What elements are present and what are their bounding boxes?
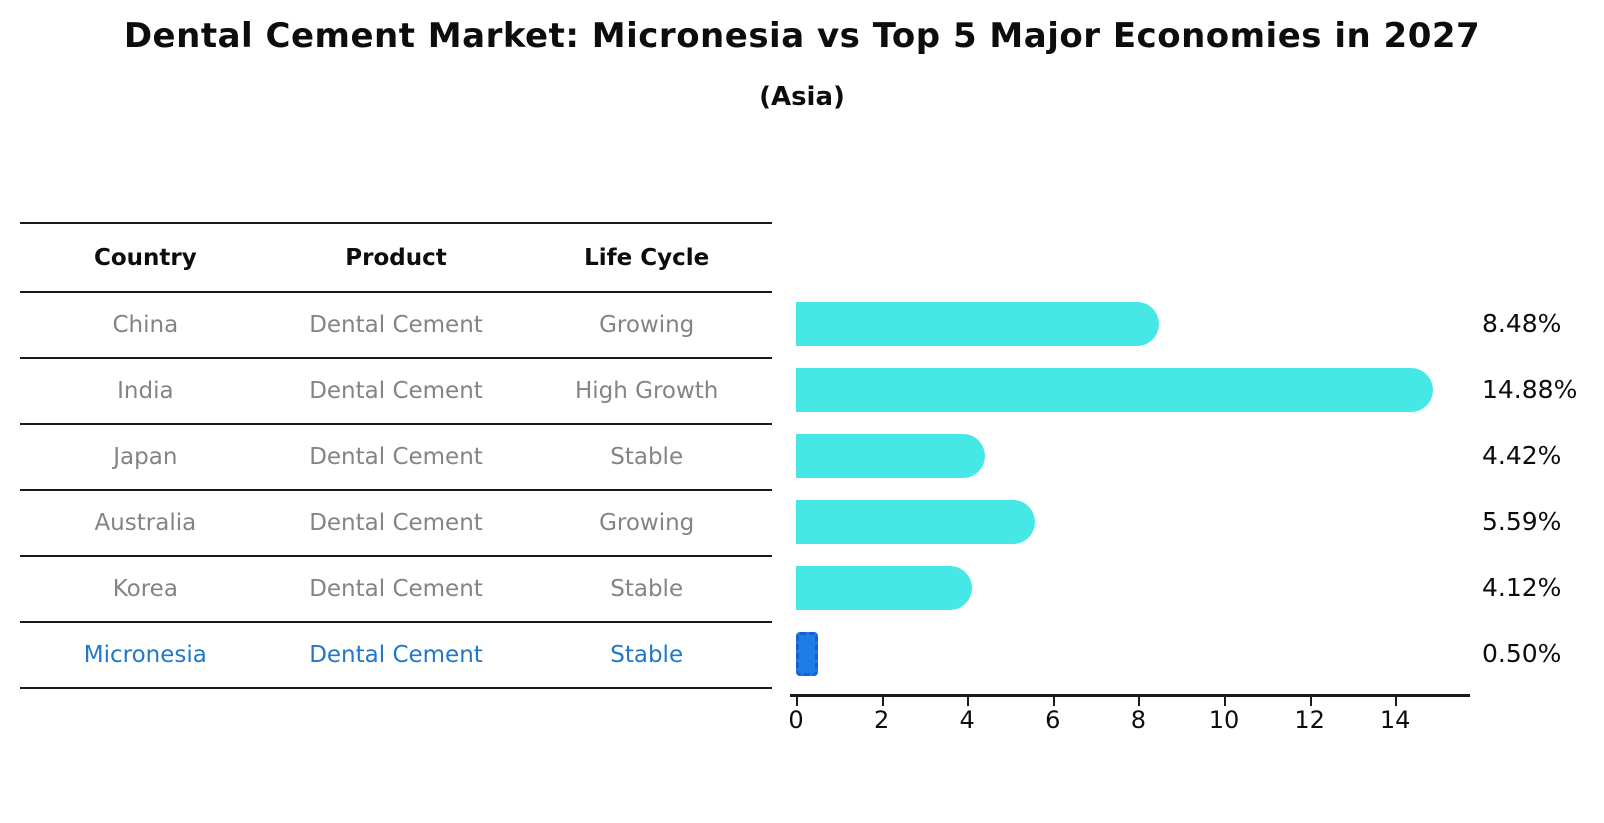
- table-row: Australia Dental Cement Growing: [20, 489, 772, 555]
- cell-country: Japan: [113, 444, 178, 470]
- x-axis-tick-label: 0: [788, 706, 804, 734]
- cell-country: India: [117, 378, 174, 404]
- table-row: India Dental Cement High Growth: [20, 357, 772, 423]
- table-row: Japan Dental Cement Stable: [20, 423, 772, 489]
- cell-country: Micronesia: [83, 642, 207, 668]
- cell-life-cycle: High Growth: [574, 378, 719, 404]
- x-axis-line: [790, 694, 1470, 697]
- cell-product: Dental Cement: [309, 444, 483, 470]
- bar-value-label: 4.12%: [1482, 573, 1562, 602]
- x-axis-tick-label: 12: [1294, 706, 1325, 734]
- column-header-lifecycle: Life Cycle: [584, 244, 710, 271]
- cell-country: Korea: [112, 576, 178, 602]
- x-axis-tick: [1138, 697, 1141, 706]
- table-row: China Dental Cement Growing: [20, 291, 772, 357]
- bar-value-label: 14.88%: [1482, 375, 1578, 404]
- x-axis-tick: [1224, 697, 1226, 706]
- cell-product: Dental Cement: [309, 312, 483, 338]
- column-header-country: Country: [93, 244, 197, 271]
- table-row: Korea Dental Cement Stable: [20, 555, 772, 621]
- x-axis-tick-label: 14: [1379, 706, 1411, 734]
- x-axis-tick-label: 4: [959, 706, 975, 734]
- bar-value-label: 5.59%: [1482, 507, 1562, 536]
- x-axis-tick-label: 8: [1130, 706, 1147, 734]
- cell-product: Dental Cement: [309, 576, 483, 602]
- bar-australia: [796, 500, 1036, 544]
- x-axis-tick: [881, 697, 884, 706]
- page-title: Dental Cement Market: Micronesia vs Top …: [123, 16, 1481, 56]
- cell-product: Dental Cement: [309, 510, 483, 536]
- bar-korea: [796, 566, 973, 610]
- cell-life-cycle: Stable: [610, 576, 684, 602]
- table-row: Micronesia Dental Cement Stable: [20, 621, 772, 689]
- x-axis-tick-label: 2: [873, 706, 890, 734]
- page-subtitle: (Asia): [759, 82, 845, 112]
- cell-life-cycle: Stable: [610, 642, 684, 668]
- x-axis-tick: [1395, 697, 1398, 706]
- bar-value-label: 4.42%: [1482, 441, 1562, 470]
- cell-product: Dental Cement: [309, 378, 483, 404]
- x-axis-tick: [967, 697, 970, 706]
- bar-value-label: 8.48%: [1482, 309, 1562, 338]
- x-axis-tick-label: 6: [1045, 706, 1061, 734]
- cell-life-cycle: Stable: [610, 444, 684, 470]
- x-axis-tick: [796, 697, 798, 706]
- x-axis-tick: [1052, 697, 1055, 706]
- bar-china: [796, 302, 1159, 346]
- cell-life-cycle: Growing: [599, 312, 695, 338]
- bar-india: [796, 368, 1433, 412]
- cell-country: Australia: [94, 510, 197, 536]
- bar-japan: [796, 434, 986, 478]
- bar-micronesia: [796, 632, 818, 676]
- bar-value-label: 0.50%: [1482, 639, 1562, 668]
- cell-country: China: [112, 312, 179, 338]
- table-header-row: Country Product Life Cycle: [20, 222, 772, 291]
- x-axis-tick-label: 10: [1208, 706, 1240, 734]
- cell-life-cycle: Growing: [599, 510, 695, 536]
- cell-product: Dental Cement: [309, 642, 483, 668]
- country-table: Country Product Life Cycle China Dental C…: [20, 222, 772, 689]
- column-header-product: Product: [345, 244, 447, 271]
- x-axis-tick: [1309, 697, 1312, 706]
